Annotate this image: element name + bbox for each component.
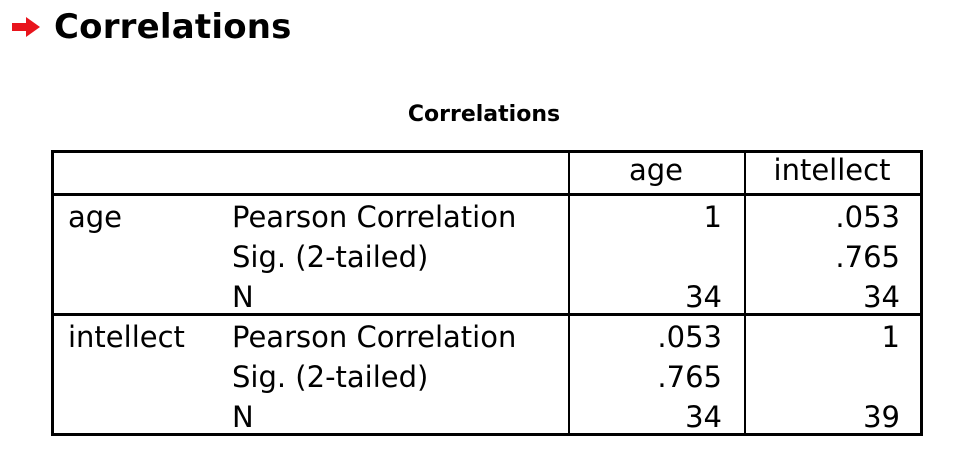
- column-divider: [568, 153, 570, 433]
- stat-label: Pearson Correlation: [232, 200, 517, 234]
- stat-label: Pearson Correlation: [232, 320, 517, 354]
- heading-title: Correlations: [54, 7, 292, 47]
- correlations-table: age intellect age Pearson Correlation Si…: [51, 150, 923, 436]
- column-header-intellect: intellect: [773, 153, 891, 187]
- table-cell: [744, 357, 900, 397]
- row-variable-age: age: [68, 200, 123, 234]
- table-cell: .765: [835, 240, 900, 274]
- stat-label: Sig. (2-tailed): [232, 360, 429, 394]
- red-arrow-icon: [12, 17, 40, 37]
- table-cell: 34: [685, 280, 722, 314]
- table-cell: .053: [835, 200, 900, 234]
- table-cell: [568, 237, 722, 277]
- column-divider: [744, 153, 746, 433]
- table-title: Correlations: [407, 102, 561, 127]
- output-heading: Correlations: [10, 4, 292, 50]
- table-cell: .053: [657, 320, 722, 354]
- stat-label: N: [232, 280, 254, 314]
- table-cell: 1: [881, 320, 900, 354]
- table-cell: 34: [685, 400, 722, 434]
- header-divider: [54, 193, 920, 196]
- stat-label: Sig. (2-tailed): [232, 240, 429, 274]
- column-header-age: age: [628, 153, 684, 187]
- table-cell: 39: [863, 400, 900, 434]
- table-cell: 1: [703, 200, 722, 234]
- table-cell: .765: [657, 360, 722, 394]
- block-divider: [54, 313, 920, 316]
- row-variable-intellect: intellect: [68, 320, 185, 354]
- table-cell: 34: [863, 280, 900, 314]
- stat-label: N: [232, 400, 254, 434]
